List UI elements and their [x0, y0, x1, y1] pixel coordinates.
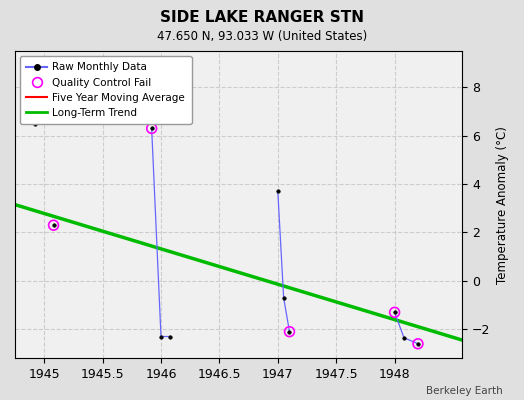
Text: Berkeley Earth: Berkeley Earth [427, 386, 503, 396]
Y-axis label: Temperature Anomaly (°C): Temperature Anomaly (°C) [496, 126, 509, 284]
Text: SIDE LAKE RANGER STN: SIDE LAKE RANGER STN [160, 10, 364, 25]
Point [414, 340, 422, 347]
Text: 47.650 N, 93.033 W (United States): 47.650 N, 93.033 W (United States) [157, 30, 367, 43]
Point [147, 125, 156, 132]
Point [285, 328, 293, 335]
Legend: Raw Monthly Data, Quality Control Fail, Five Year Moving Average, Long-Term Tren: Raw Monthly Data, Quality Control Fail, … [20, 56, 191, 124]
Point [49, 222, 58, 228]
Point [390, 309, 399, 316]
